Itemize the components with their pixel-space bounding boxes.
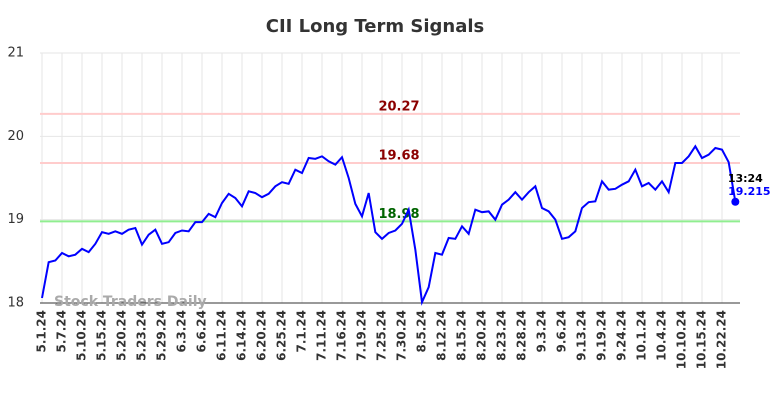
x-tick-label: 9.13.24 bbox=[575, 310, 589, 361]
x-tick-label: 5.29.24 bbox=[155, 310, 169, 361]
x-tick-label: 5.23.24 bbox=[135, 310, 149, 361]
x-tick-label: 6.11.24 bbox=[215, 310, 229, 361]
price-line bbox=[41, 144, 737, 306]
x-tick-label: 9.3.24 bbox=[535, 310, 549, 353]
x-tick-label: 5.7.24 bbox=[55, 310, 69, 353]
watermark: Stock Traders Daily bbox=[54, 294, 207, 310]
x-tick-label: 7.19.24 bbox=[355, 310, 369, 361]
x-tick-label: 7.11.24 bbox=[315, 310, 329, 361]
x-tick-label: 5.1.24 bbox=[35, 310, 49, 353]
x-tick-label: 7.30.24 bbox=[395, 310, 409, 361]
x-tick-label: 8.23.24 bbox=[495, 310, 509, 361]
x-tick-label: 7.16.24 bbox=[335, 310, 349, 361]
x-tick-label: 6.3.24 bbox=[175, 310, 189, 353]
last-time: 13:24 bbox=[728, 172, 763, 185]
x-tick-label: 5.15.24 bbox=[95, 310, 109, 361]
x-tick-label: 8.20.24 bbox=[475, 310, 489, 361]
signal-label: 19.68 bbox=[378, 149, 419, 164]
x-tick-label: 10.15.24 bbox=[695, 310, 709, 369]
y-tick-label: 18 bbox=[7, 296, 24, 311]
x-tick-label: 10.1.24 bbox=[635, 310, 649, 361]
x-tick-label: 8.15.24 bbox=[455, 310, 469, 361]
x-tick-label: 8.5.24 bbox=[415, 310, 429, 353]
x-tick-label: 6.6.24 bbox=[195, 310, 209, 353]
x-tick-label: 6.25.24 bbox=[275, 310, 289, 361]
x-tick-label: 8.12.24 bbox=[435, 310, 449, 361]
x-tick-label: 7.1.24 bbox=[295, 310, 309, 353]
x-tick-label: 10.22.24 bbox=[715, 310, 729, 369]
chart-title: CII Long Term Signals bbox=[266, 16, 485, 37]
y-tick-label: 20 bbox=[7, 129, 24, 144]
y-tick-label: 21 bbox=[7, 46, 24, 61]
x-tick-label: 9.19.24 bbox=[595, 310, 609, 361]
x-tick-label: 8.28.24 bbox=[515, 310, 529, 361]
x-tick-label: 9.6.24 bbox=[555, 310, 569, 353]
x-tick-label: 9.24.24 bbox=[615, 310, 629, 361]
x-tick-label: 10.4.24 bbox=[655, 310, 669, 361]
x-tick-label: 10.10.24 bbox=[675, 310, 689, 369]
x-tick-label: 5.20.24 bbox=[115, 310, 129, 361]
x-tick-label: 7.25.24 bbox=[375, 310, 389, 361]
last-value: 19.215 bbox=[728, 185, 770, 198]
x-tick-label: 6.14.24 bbox=[235, 310, 249, 361]
x-tick-label: 6.20.24 bbox=[255, 310, 269, 361]
last-point bbox=[731, 197, 740, 206]
signal-label: 20.27 bbox=[378, 99, 419, 114]
x-tick-label: 5.10.24 bbox=[75, 310, 89, 361]
y-tick-label: 19 bbox=[7, 212, 24, 227]
signal-label: 18.98 bbox=[378, 207, 419, 222]
